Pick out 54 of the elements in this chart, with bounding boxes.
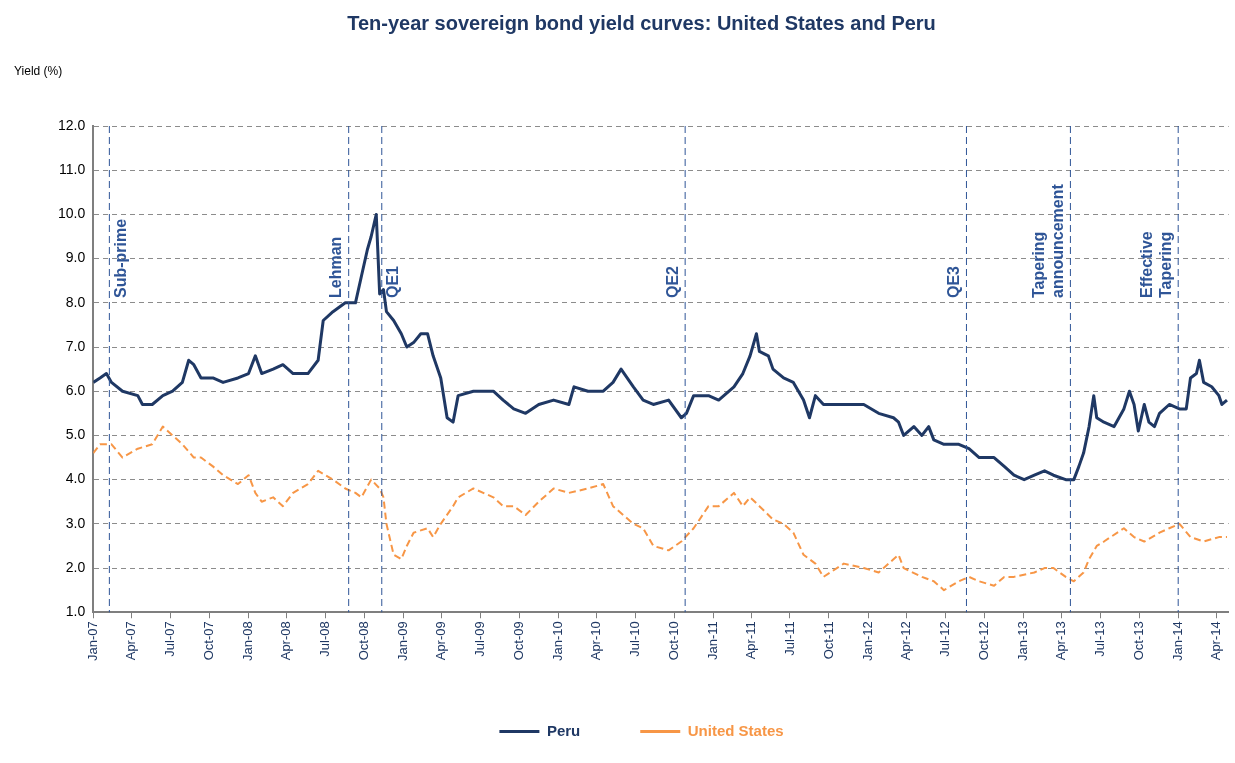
x-tick-label: Jan-09 xyxy=(394,621,410,661)
x-tick-label: Apr-07 xyxy=(123,621,139,661)
x-tick-label: Jul-10 xyxy=(626,621,642,657)
x-tick-label: Oct-08 xyxy=(355,621,371,661)
ref-line-label: Sub-prime xyxy=(111,218,129,298)
x-tick-label: Jan-10 xyxy=(549,621,565,661)
ref-line-label: Lehman xyxy=(327,236,345,298)
ref-line-label: QE1 xyxy=(384,265,402,298)
x-tick-label: Jul-11 xyxy=(781,621,797,656)
y-tick-label: 10.0 xyxy=(58,205,86,222)
x-tick-label: Oct-11 xyxy=(820,621,836,660)
x-tick-label: Jul-12 xyxy=(936,621,952,657)
ref-line-label: QE3 xyxy=(944,265,962,298)
x-tick-label: Apr-09 xyxy=(433,621,449,661)
y-tick-label: 6.0 xyxy=(65,382,86,399)
ref-line-label: QE2 xyxy=(663,265,681,298)
y-axis-title: Yield (%) xyxy=(14,64,63,79)
y-tick-label: 8.0 xyxy=(65,293,86,310)
legend-label: United States xyxy=(687,721,784,739)
x-tick-label: Oct-07 xyxy=(200,621,216,661)
x-tick-label: Oct-10 xyxy=(665,621,681,661)
x-tick-label: Jul-08 xyxy=(316,621,332,657)
x-tick-label: Jan-13 xyxy=(1014,621,1030,661)
y-tick-label: 4.0 xyxy=(65,470,86,487)
y-tick-label: 5.0 xyxy=(65,426,86,443)
y-tick-label: 11.0 xyxy=(59,161,86,178)
x-tick-label: Jan-08 xyxy=(239,621,255,661)
x-tick-label: Jul-13 xyxy=(1091,621,1107,657)
y-tick-label: 1.0 xyxy=(65,603,86,620)
line-series xyxy=(93,425,1228,592)
x-tick-label: Oct-12 xyxy=(975,621,991,661)
x-tick-label: Apr-13 xyxy=(1053,621,1069,661)
x-tick-label: Apr-10 xyxy=(588,621,604,661)
x-tick-label: Jan-12 xyxy=(859,621,875,661)
legend-label: Peru xyxy=(546,721,581,739)
x-tick-label: Oct-13 xyxy=(1130,621,1146,661)
y-tick-label: 2.0 xyxy=(65,558,86,575)
x-tick-label: Apr-08 xyxy=(278,621,294,661)
x-tick-label: Jan-07 xyxy=(84,621,100,661)
y-tick-label: 9.0 xyxy=(65,249,86,266)
x-tick-label: Jul-07 xyxy=(161,621,177,657)
x-tick-label: Oct-09 xyxy=(510,621,526,661)
x-tick-label: Jan-11 xyxy=(704,621,720,661)
x-tick-label: Jul-09 xyxy=(471,621,487,657)
y-tick-label: 3.0 xyxy=(65,514,86,531)
chart-title: Ten-year sovereign bond yield curves: United States and Peru xyxy=(347,11,936,34)
ref-line-label: Tapering announcement xyxy=(1029,183,1066,298)
x-tick-label: Apr-14 xyxy=(1207,621,1223,661)
x-tick-label: Apr-12 xyxy=(898,621,914,661)
y-tick-label: 12.0 xyxy=(58,116,86,133)
x-tick-label: Jan-14 xyxy=(1169,621,1185,661)
y-tick-label: 7.0 xyxy=(65,337,86,354)
ref-line-label: Effective Tapering xyxy=(1137,231,1174,298)
x-tick-label: Apr-11 xyxy=(742,621,758,660)
